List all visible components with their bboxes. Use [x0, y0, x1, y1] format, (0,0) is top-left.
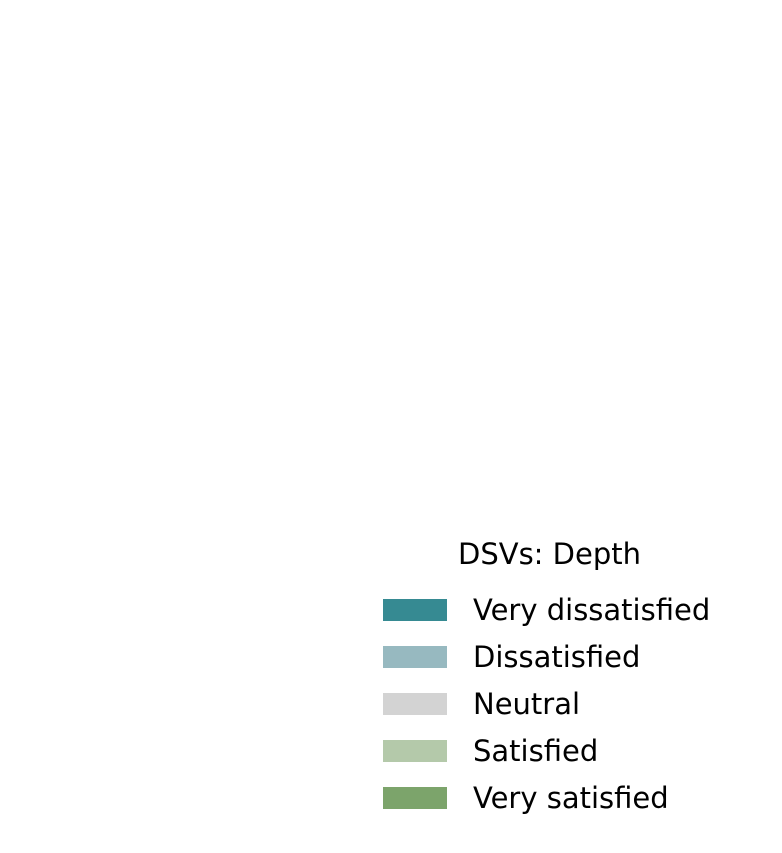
plot-area: [0, 0, 782, 520]
legend-label: Neutral: [473, 686, 581, 721]
legend-list: Very dissatisfied Dissatisfied Neutral S…: [383, 586, 773, 821]
legend-item-satisfied: Satisfied: [383, 727, 773, 774]
legend-swatch: [383, 739, 447, 762]
legend: DSVs: Depth Very dissatisfied Dissatisfi…: [383, 536, 773, 821]
legend-label: Satisfied: [473, 733, 599, 768]
legend-swatch: [383, 598, 447, 621]
legend-swatch: [383, 786, 447, 809]
legend-item-dissatisfied: Dissatisfied: [383, 633, 773, 680]
legend-label: Dissatisfied: [473, 639, 641, 674]
legend-label: Very satisfied: [473, 780, 669, 815]
legend-swatch: [383, 692, 447, 715]
legend-title: DSVs: Depth: [458, 537, 642, 571]
legend-swatch: [383, 645, 447, 668]
legend-item-neutral: Neutral: [383, 680, 773, 727]
legend-item-very-dissatisfied: Very dissatisfied: [383, 586, 773, 633]
legend-label: Very dissatisfied: [473, 592, 711, 627]
legend-item-very-satisfied: Very satisfied: [383, 774, 773, 821]
